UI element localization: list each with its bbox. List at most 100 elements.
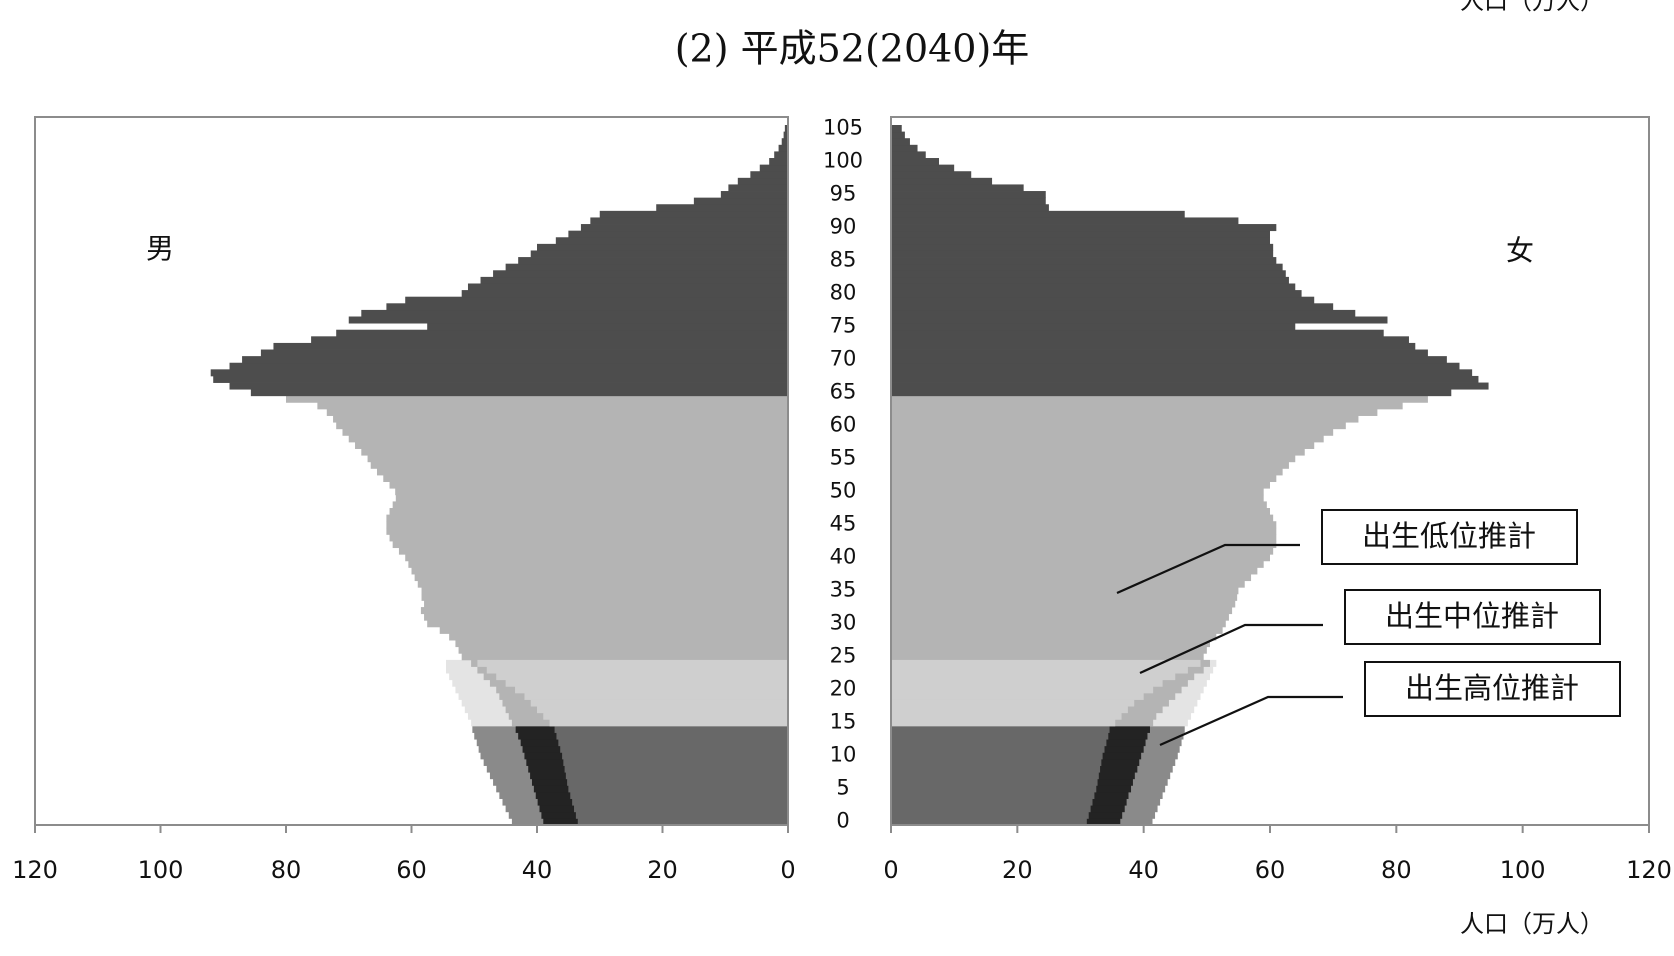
y-tick-label: 105 [823, 115, 863, 139]
y-tick-label: 55 [830, 445, 857, 469]
legend-label: 出生中位推計 [1385, 599, 1559, 633]
bar [455, 640, 788, 648]
x-tick-label: 20 [1002, 856, 1033, 884]
bar [562, 752, 788, 760]
bar [891, 428, 1334, 436]
male-label: 男 [146, 232, 174, 265]
bar [891, 706, 1128, 714]
bar [891, 342, 1416, 350]
y-tick-label: 30 [830, 611, 857, 635]
y-tick-label: 40 [830, 545, 857, 569]
bar [891, 435, 1324, 443]
bar [891, 257, 1277, 265]
bar [392, 501, 788, 509]
bar [891, 593, 1238, 601]
bar [439, 626, 788, 634]
bar [210, 369, 788, 377]
bar [891, 666, 1188, 674]
bar [891, 633, 1217, 641]
bar [505, 679, 788, 687]
bar [493, 270, 788, 278]
bar [891, 475, 1277, 483]
legend-label: 出生高位推計 [1405, 671, 1579, 705]
callout-box [1344, 589, 1601, 645]
bar [891, 131, 905, 139]
bar [891, 408, 1378, 416]
bar [891, 369, 1473, 377]
x-tick-label: 0 [780, 856, 795, 884]
bar [891, 679, 1163, 687]
bar [891, 758, 1102, 766]
y-tick-label: 45 [830, 512, 857, 536]
bar [891, 276, 1289, 284]
female-label: 女 [1506, 234, 1534, 267]
bar [769, 158, 788, 166]
bar [891, 521, 1277, 529]
bar [891, 686, 1154, 694]
bar [376, 468, 788, 476]
bar [577, 818, 788, 826]
bar [505, 263, 788, 271]
bar [427, 323, 788, 331]
bar [398, 547, 788, 555]
legend-label: 出生低位推計 [1362, 519, 1536, 553]
bar [891, 805, 1091, 813]
bar [549, 719, 788, 727]
bar [891, 171, 972, 179]
x-tick-label: 60 [396, 856, 427, 884]
bar [891, 587, 1239, 595]
bar [515, 686, 788, 694]
y-tick-label: 25 [830, 644, 857, 668]
axis-label-top: 人口（万人） [1460, 0, 1604, 15]
bar [891, 607, 1233, 615]
bar [891, 191, 1046, 199]
y-tick-label: 35 [830, 578, 857, 602]
callout-box [1364, 661, 1621, 717]
bar [336, 422, 788, 430]
bar [737, 177, 788, 185]
bar [891, 323, 1296, 331]
bar [599, 210, 788, 218]
bar [783, 131, 788, 139]
bar [891, 210, 1185, 218]
bar [891, 144, 918, 152]
bar [891, 494, 1264, 502]
x-tick-label: 120 [1626, 856, 1672, 884]
bar [891, 316, 1388, 324]
bar [260, 349, 788, 357]
bar [891, 263, 1283, 271]
bar [348, 316, 788, 324]
bar [574, 805, 788, 813]
bar [348, 435, 788, 443]
bar [891, 541, 1277, 549]
bar [891, 791, 1095, 799]
bar [891, 745, 1105, 753]
bar [656, 204, 788, 212]
y-tick-label: 70 [830, 346, 857, 370]
bar [367, 455, 788, 463]
bar [891, 501, 1267, 509]
bar [891, 732, 1109, 740]
bar [720, 191, 788, 199]
bars [210, 125, 1489, 826]
bar [891, 567, 1258, 575]
bar [891, 230, 1270, 238]
bar [891, 481, 1270, 489]
bar [891, 283, 1296, 291]
callout-box [1321, 509, 1578, 565]
bar [386, 527, 788, 535]
bar [411, 567, 788, 575]
bar [891, 448, 1305, 456]
bar [891, 422, 1346, 430]
bar [458, 646, 788, 654]
bar [891, 224, 1277, 232]
bar [891, 488, 1264, 496]
bar [891, 243, 1274, 251]
bar [891, 356, 1447, 364]
bar [891, 739, 1107, 747]
x-tick-label: 80 [1381, 856, 1412, 884]
y-tick-label: 75 [830, 313, 857, 337]
bar [891, 151, 926, 159]
bar [891, 375, 1479, 383]
bar [555, 237, 788, 245]
